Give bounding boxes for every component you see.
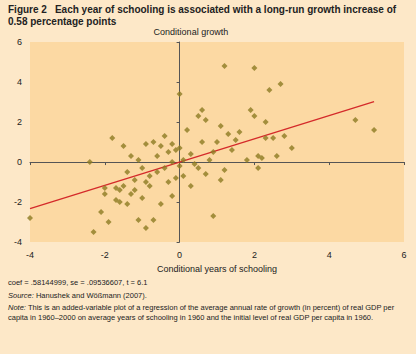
svg-text:-4: -4: [26, 250, 34, 260]
svg-text:-2: -2: [101, 250, 109, 260]
svg-text:Conditional years of schooling: Conditional years of schooling: [157, 264, 277, 274]
html-text:Each year of schooling is asso: Each year of schooling is associated wit…: [8, 4, 397, 27]
svg-text:-4: -4: [14, 237, 22, 247]
svg-text:2: 2: [252, 250, 257, 260]
svg-text:4: 4: [327, 250, 332, 260]
html-text:Figure 2: Figure 2: [8, 4, 47, 15]
svg-text:6: 6: [17, 37, 22, 47]
html-text:Source: Hanushek and Wößmann (: Source: Hanushek and Wößmann (2007).: [8, 290, 147, 300]
svg-text:4: 4: [17, 77, 22, 87]
svg-text:Conditional growth: Conditional growth: [154, 27, 229, 37]
html-text:Note: This is an added-variabl: Note: This is an added-variable plot of …: [8, 303, 395, 322]
svg-text:2: 2: [17, 117, 22, 127]
svg-text:6: 6: [401, 250, 406, 260]
svg-text:-2: -2: [14, 197, 22, 207]
svg-text:0: 0: [177, 250, 182, 260]
html-text:coef = .58144999, se = .095366: coef = .58144999, se = .09536607, t = 6.…: [8, 278, 148, 287]
svg-text:0: 0: [17, 157, 22, 167]
